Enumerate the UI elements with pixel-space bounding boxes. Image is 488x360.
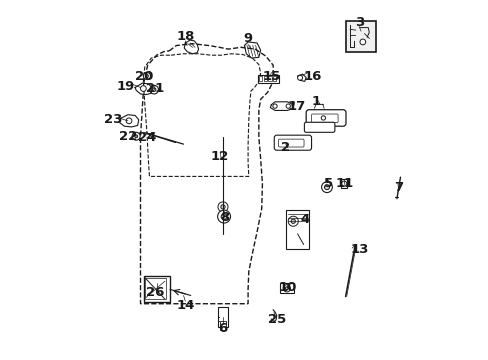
Bar — [268, 76, 271, 81]
Bar — [279, 283, 293, 293]
Text: 23: 23 — [104, 113, 122, 126]
Text: 4: 4 — [300, 213, 309, 226]
Circle shape — [126, 118, 132, 124]
FancyBboxPatch shape — [304, 122, 334, 132]
Circle shape — [221, 205, 224, 209]
Bar — [143, 276, 169, 302]
Text: 13: 13 — [349, 243, 367, 256]
Circle shape — [290, 219, 295, 224]
Bar — [345, 21, 376, 52]
Text: 3: 3 — [354, 16, 363, 29]
Text: 25: 25 — [267, 313, 285, 327]
Text: 1: 1 — [311, 95, 320, 108]
Text: 11: 11 — [335, 177, 353, 190]
Bar — [263, 76, 266, 81]
Circle shape — [218, 202, 227, 212]
Circle shape — [145, 75, 148, 77]
Text: 8: 8 — [220, 211, 229, 224]
Circle shape — [152, 88, 156, 91]
Text: 16: 16 — [303, 69, 321, 82]
Text: 10: 10 — [278, 281, 296, 294]
FancyBboxPatch shape — [278, 139, 304, 147]
Text: 9: 9 — [243, 32, 252, 45]
Bar — [145, 278, 165, 299]
Text: 19: 19 — [117, 80, 135, 93]
Text: 12: 12 — [210, 150, 228, 163]
Text: 22: 22 — [119, 130, 137, 144]
Circle shape — [321, 182, 332, 193]
Circle shape — [217, 210, 230, 223]
Text: 6: 6 — [218, 322, 227, 335]
Text: 5: 5 — [324, 177, 333, 190]
Text: 24: 24 — [138, 131, 157, 144]
Text: 20: 20 — [135, 69, 153, 82]
Circle shape — [285, 104, 290, 108]
Circle shape — [324, 185, 329, 190]
Circle shape — [359, 39, 365, 45]
Text: 21: 21 — [145, 82, 163, 95]
Circle shape — [272, 104, 277, 108]
Bar — [340, 179, 346, 188]
Bar — [286, 210, 308, 249]
Circle shape — [149, 85, 158, 94]
Circle shape — [143, 72, 150, 80]
Circle shape — [221, 214, 226, 220]
Circle shape — [283, 285, 290, 292]
Text: 18: 18 — [176, 30, 194, 43]
Bar — [259, 76, 262, 81]
Circle shape — [321, 116, 325, 120]
FancyBboxPatch shape — [305, 110, 346, 126]
Circle shape — [285, 287, 287, 290]
Bar — [258, 75, 279, 83]
Circle shape — [140, 86, 146, 91]
Text: 15: 15 — [262, 69, 280, 82]
FancyBboxPatch shape — [311, 114, 337, 123]
Circle shape — [287, 216, 298, 226]
Text: 26: 26 — [145, 287, 163, 300]
Text: 14: 14 — [176, 299, 194, 312]
Text: 2: 2 — [281, 141, 290, 154]
Bar — [218, 307, 227, 327]
Text: 7: 7 — [393, 181, 403, 194]
Circle shape — [135, 135, 137, 138]
Bar — [219, 321, 226, 329]
Text: 17: 17 — [287, 100, 305, 113]
Circle shape — [297, 75, 302, 80]
Bar — [272, 76, 276, 81]
Circle shape — [132, 132, 140, 140]
FancyBboxPatch shape — [274, 135, 311, 150]
Circle shape — [341, 181, 346, 186]
